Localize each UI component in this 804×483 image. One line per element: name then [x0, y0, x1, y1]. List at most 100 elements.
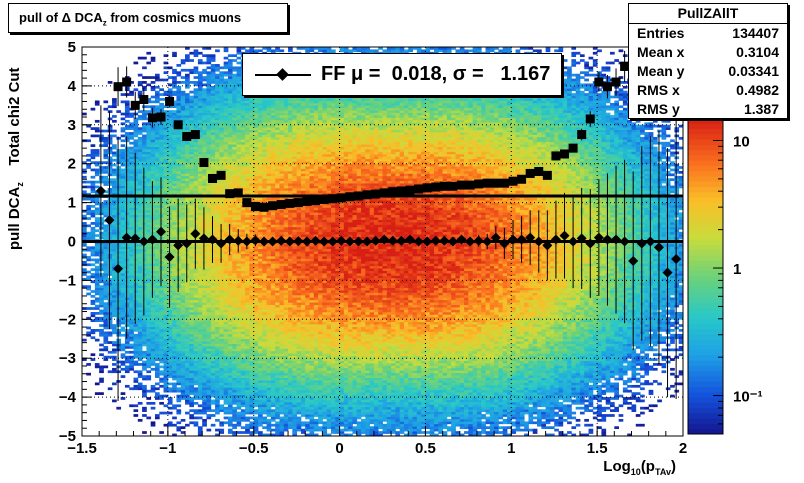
mean-point [396, 235, 407, 246]
title-main: DCA [70, 10, 103, 25]
colorbar-step [688, 233, 723, 240]
stats-value: 1.387 [743, 101, 779, 117]
rms-point [594, 77, 604, 87]
rms-point [122, 77, 132, 87]
stats-name: PullZAllT [629, 4, 787, 24]
rms-point [491, 178, 501, 188]
y-title-sub: z [15, 182, 25, 187]
y-tick-label: 1 [68, 195, 76, 212]
mean-point [619, 236, 630, 247]
colorbar-step [688, 281, 723, 288]
mean-point [121, 232, 132, 243]
x-tick-label: 0 [335, 440, 343, 457]
mean-point [362, 236, 373, 247]
y-title-extra: Total chi2 Cut [6, 67, 23, 166]
fit-legend-marker [276, 68, 289, 81]
colorbar-step [688, 212, 723, 219]
colorbar-step [688, 154, 723, 161]
rms-point [250, 201, 260, 211]
colorbar-step [688, 270, 723, 277]
mean-point [439, 235, 450, 246]
colorbar-step [688, 144, 723, 151]
colorbar-step [688, 218, 723, 224]
rms-point [456, 180, 466, 190]
colorbar-step [688, 391, 723, 398]
colorbar-step [688, 344, 723, 351]
mean-point [593, 232, 604, 243]
colorbar-step [688, 223, 723, 230]
stats-key: Entries [637, 25, 685, 41]
stats-row: Mean y 0.03341 [629, 62, 787, 81]
stats-value: 134407 [732, 25, 779, 41]
x-tick-label: −1.5 [67, 440, 97, 457]
colorbar-step [688, 254, 723, 261]
mean-point [95, 185, 106, 196]
colorbar-label: 10 [733, 133, 750, 150]
colorbar-step [688, 376, 723, 382]
mean-point [284, 236, 295, 247]
rms-point [113, 82, 123, 92]
colorbar-step [688, 386, 723, 393]
mean-point [379, 234, 390, 245]
x-title-sub2: TAv [654, 467, 671, 477]
mean-point [301, 236, 312, 247]
colorbar-step [688, 191, 723, 198]
rms-point [302, 196, 312, 206]
stats-value: 0.3104 [736, 44, 779, 60]
colorbar-step [688, 349, 723, 356]
mean-point [276, 235, 287, 246]
mean-point [224, 234, 235, 245]
rms-point [474, 179, 484, 189]
colorbar-step [688, 276, 723, 282]
colorbar-step [688, 370, 723, 377]
heatmap-layer [82, 47, 684, 437]
mean-point [465, 236, 476, 247]
colorbar-step [688, 165, 723, 172]
mean-point [568, 236, 579, 247]
mean-point [636, 238, 647, 249]
rms-point [525, 168, 535, 178]
mean-point [550, 234, 561, 245]
y-tick-label: 5 [68, 39, 76, 56]
mean-point [628, 255, 639, 266]
colorbar-step [688, 381, 723, 388]
colorbar-step [688, 333, 723, 340]
mean-point [319, 236, 330, 247]
mean-point [499, 238, 510, 249]
y-tick-label: 3 [68, 117, 76, 134]
y-tick-label: −3 [59, 350, 76, 367]
stats-key: RMS y [637, 101, 680, 117]
mean-point [585, 238, 596, 249]
mean-point [611, 234, 622, 245]
y-tick-label: 2 [68, 156, 76, 173]
colorbar-step [688, 133, 723, 140]
y-tick-label: −1 [59, 272, 76, 289]
rms-point [620, 61, 630, 71]
rms-point [328, 194, 338, 204]
stats-row: Entries 134407 [629, 24, 787, 43]
rms-point [388, 187, 398, 197]
mean-point [490, 232, 501, 243]
mean-point [164, 252, 175, 263]
rms-point [345, 192, 355, 202]
rms-point [602, 82, 612, 92]
colorbar-step [688, 118, 723, 124]
colorbar-step [688, 428, 723, 435]
mean-point [147, 234, 158, 245]
stats-box: PullZAllT Entries 134407 Mean x 0.3104 Mea… [628, 3, 788, 119]
colorbar-step [688, 128, 723, 135]
colorbar-step [688, 207, 723, 214]
rms-point [371, 189, 381, 199]
mean-point [181, 238, 192, 249]
colorbar-step [688, 423, 723, 430]
title-prefix: pull of [19, 10, 62, 25]
mean-point [430, 235, 441, 246]
colorbar-step [688, 249, 723, 256]
colorbar-step [688, 407, 723, 414]
stats-row: RMS y 1.387 [629, 100, 787, 119]
colorbar-step [688, 365, 723, 372]
rms-point [362, 190, 372, 200]
x-title-main: Log [603, 458, 631, 475]
rms-point [156, 112, 166, 122]
mean-point [327, 236, 338, 247]
